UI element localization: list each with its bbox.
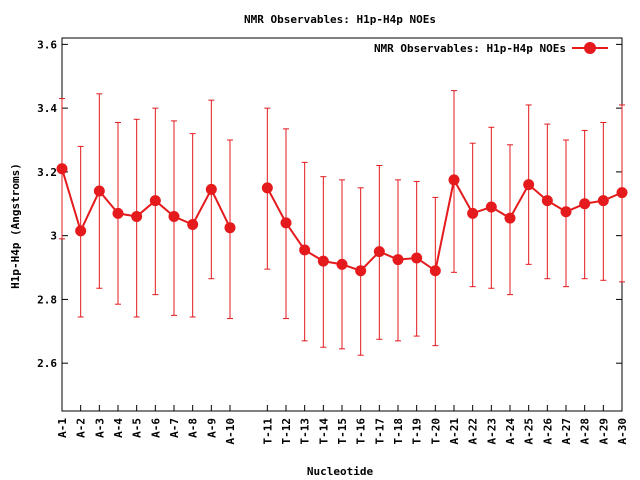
data-point	[168, 211, 180, 223]
data-point	[224, 222, 236, 234]
x-tick-label: T-13	[299, 418, 312, 445]
data-point	[205, 183, 217, 195]
data-point	[579, 198, 591, 210]
x-tick-label: A-24	[504, 418, 517, 445]
y-tick-label: 3.6	[37, 38, 57, 51]
data-point	[485, 201, 497, 213]
data-point	[355, 265, 367, 277]
x-tick-label: A-29	[597, 418, 610, 445]
x-tick-label: A-5	[131, 418, 144, 438]
y-tick-label: 3.4	[37, 102, 57, 115]
series-layer	[56, 90, 628, 356]
x-axis-label: Nucleotide	[307, 465, 374, 478]
chart-title: NMR Observables: H1p-H4p NOEs	[244, 13, 436, 26]
x-tick-label: A-1	[56, 418, 69, 438]
data-point	[541, 195, 553, 207]
data-point	[373, 246, 385, 258]
x-tick-label: A-2	[75, 418, 88, 438]
data-point	[429, 265, 441, 277]
x-tick-label: A-30	[616, 418, 629, 445]
data-point	[616, 187, 628, 199]
x-tick-label: T-15	[336, 418, 349, 445]
x-tick-label: A-7	[168, 418, 181, 438]
x-tick-label: T-20	[429, 418, 442, 445]
data-point	[280, 217, 292, 229]
data-point	[75, 225, 87, 237]
data-point	[411, 252, 423, 264]
x-tick-label: A-26	[541, 418, 554, 445]
y-tick-label: 3	[50, 230, 57, 243]
x-tick-label: T-12	[280, 418, 293, 445]
x-tick-label: T-11	[261, 418, 274, 445]
data-point	[392, 254, 404, 266]
x-tick-label: T-18	[392, 418, 405, 445]
data-point	[131, 211, 143, 223]
x-tick-label: A-21	[448, 418, 461, 445]
x-tick-label: T-19	[411, 418, 424, 445]
x-tick-label: A-4	[112, 418, 125, 438]
data-point	[560, 206, 572, 218]
legend-label: NMR Observables: H1p-H4p NOEs	[374, 42, 566, 55]
x-tick-label: T-14	[317, 418, 330, 445]
x-tick-label: A-23	[485, 418, 498, 445]
x-tick-label: T-16	[355, 418, 368, 445]
y-axis: 2.6 2.8 3 3.2 3.4 3.6	[37, 38, 622, 370]
data-point	[597, 195, 609, 207]
data-point	[448, 174, 460, 186]
x-tick-label: T-17	[373, 418, 386, 445]
y-tick-label: 2.6	[37, 357, 57, 370]
x-tick-label: A-28	[579, 418, 592, 445]
x-tick-label: A-8	[187, 418, 200, 438]
data-point	[336, 258, 348, 270]
data-point	[261, 182, 273, 194]
data-point	[93, 185, 105, 197]
x-axis: A-1 A-2 A-3 A-4 A-5 A-6 A-7 A-8 A-9 A-10 T-11 T-12 T…	[56, 405, 629, 445]
y-tick-label: 2.8	[37, 293, 57, 306]
y-tick-label: 3.2	[37, 166, 57, 179]
data-point	[504, 212, 516, 224]
x-tick-label: A-9	[205, 418, 218, 438]
y-axis-label: H1p-H4p (Angstroms)	[9, 163, 22, 289]
x-tick-label: A-27	[560, 418, 573, 445]
x-tick-label: A-10	[224, 418, 237, 445]
data-point	[523, 179, 535, 191]
series-line	[61, 168, 231, 234]
data-point	[467, 207, 479, 219]
data-point	[112, 207, 124, 219]
x-tick-label: A-22	[467, 418, 480, 445]
x-tick-label: A-6	[149, 418, 162, 438]
data-point	[187, 219, 199, 230]
data-point	[56, 163, 68, 175]
legend-marker	[584, 42, 596, 54]
data-point	[149, 195, 161, 207]
x-tick-label: A-25	[523, 418, 536, 445]
legend: NMR Observables: H1p-H4p NOEs	[374, 42, 608, 55]
x-tick-label: A-3	[93, 418, 106, 438]
data-point	[317, 255, 329, 267]
data-point	[299, 244, 311, 256]
